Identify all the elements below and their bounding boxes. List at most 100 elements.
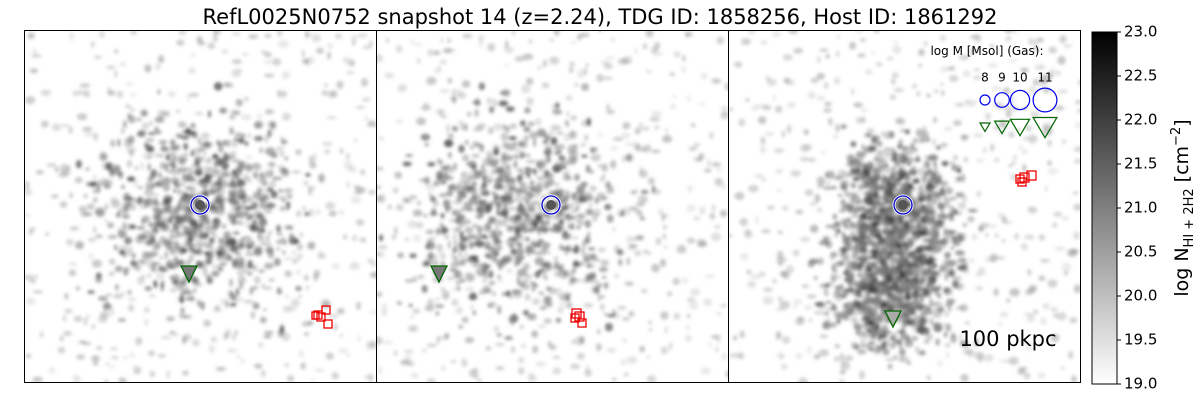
gas-clump (250, 311, 255, 319)
gas-clump (839, 369, 846, 375)
gas-clump (806, 294, 817, 299)
gas-clump (617, 305, 627, 310)
gas-clump (471, 153, 480, 159)
gas-clump (275, 288, 283, 293)
gas-clump (40, 120, 49, 128)
gas-clump (132, 365, 142, 369)
gas-clump (1072, 191, 1079, 195)
gas-clump (621, 132, 631, 140)
gas-clump (452, 246, 458, 253)
gas-clump (260, 369, 267, 378)
gas-clump (991, 86, 1002, 90)
gas-clump (264, 169, 273, 178)
gas-clump (600, 196, 609, 200)
gas-clump (624, 281, 634, 287)
gas-clump (914, 304, 919, 310)
gas-clump (187, 235, 194, 243)
gas-clump (534, 218, 545, 224)
gas-clump (301, 50, 306, 58)
gas-clump (78, 205, 87, 212)
gas-clump (328, 210, 337, 217)
gas-clump (929, 303, 934, 307)
gas-clump (555, 102, 560, 109)
gas-clump (928, 252, 937, 256)
gas-clump (105, 162, 113, 171)
gas-clump (86, 314, 90, 320)
gas-clump (162, 176, 172, 185)
legend-title: log M [Msol] (Gas): (930, 44, 1043, 58)
gas-clump (97, 295, 108, 302)
gas-clump (161, 144, 165, 148)
gas-clump (889, 279, 895, 283)
gas-clump (106, 222, 115, 229)
gas-clump (376, 251, 381, 257)
gas-clump (376, 185, 382, 190)
gas-clump (950, 334, 957, 344)
gas-clump (263, 330, 274, 335)
gas-clump (284, 225, 292, 230)
gas-clump (477, 225, 483, 235)
gas-clump (315, 47, 324, 55)
gas-clump (901, 318, 912, 326)
gas-clump (188, 67, 196, 75)
gas-clump (351, 234, 358, 242)
gas-clump (491, 230, 496, 237)
gas-clump (830, 273, 837, 283)
gas-clump (538, 291, 544, 296)
gas-clump (191, 338, 200, 347)
gas-clump (851, 87, 855, 96)
gas-clump (880, 303, 888, 308)
tdg-marker (429, 265, 449, 284)
gas-clump (183, 173, 187, 179)
gas-clump (739, 330, 745, 339)
gas-clump (573, 259, 578, 267)
gas-clump (336, 80, 344, 90)
gas-clump (234, 132, 244, 137)
gas-clump (855, 30, 864, 34)
gas-clump (816, 95, 825, 102)
gas-clump (450, 359, 457, 364)
gas-clump (542, 59, 547, 68)
gas-clump (686, 313, 691, 318)
gas-clump (464, 226, 474, 234)
gas-clump (145, 145, 155, 153)
gas-clump (288, 236, 299, 245)
gas-clump (928, 255, 935, 265)
gas-clump (527, 222, 536, 232)
gas-clump (276, 247, 281, 251)
gas-clump (123, 196, 132, 201)
gas-clump (182, 205, 192, 213)
gas-clump (200, 180, 207, 189)
gas-clump (816, 72, 825, 80)
gas-clump (57, 346, 66, 354)
gas-clump (245, 244, 253, 249)
gas-clump (486, 97, 495, 104)
gas-clump (281, 198, 286, 203)
gas-clump (451, 96, 457, 104)
gas-clump (903, 182, 909, 191)
gas-clump (820, 151, 826, 155)
gas-clump (920, 349, 925, 355)
gas-clump (729, 352, 739, 359)
gas-clump (191, 225, 198, 234)
gas-clump (75, 159, 82, 169)
gas-clump (897, 356, 906, 362)
gas-clump (512, 147, 520, 151)
gas-clump (598, 294, 606, 299)
gas-clump (209, 237, 215, 243)
gas-clump (760, 136, 766, 145)
gas-clump (550, 226, 559, 233)
gas-clump (773, 148, 785, 154)
gas-clump (262, 308, 267, 312)
gas-clump (177, 121, 187, 129)
gas-clump (478, 262, 489, 269)
gas-clump (474, 108, 480, 118)
gas-clump (944, 251, 951, 259)
gas-clump (887, 239, 895, 244)
gas-clump (509, 123, 517, 129)
gas-clump (603, 62, 614, 70)
gas-clump (1054, 70, 1062, 76)
gas-clump (367, 258, 373, 264)
gas-clump (381, 310, 388, 316)
gas-clump (298, 350, 304, 358)
